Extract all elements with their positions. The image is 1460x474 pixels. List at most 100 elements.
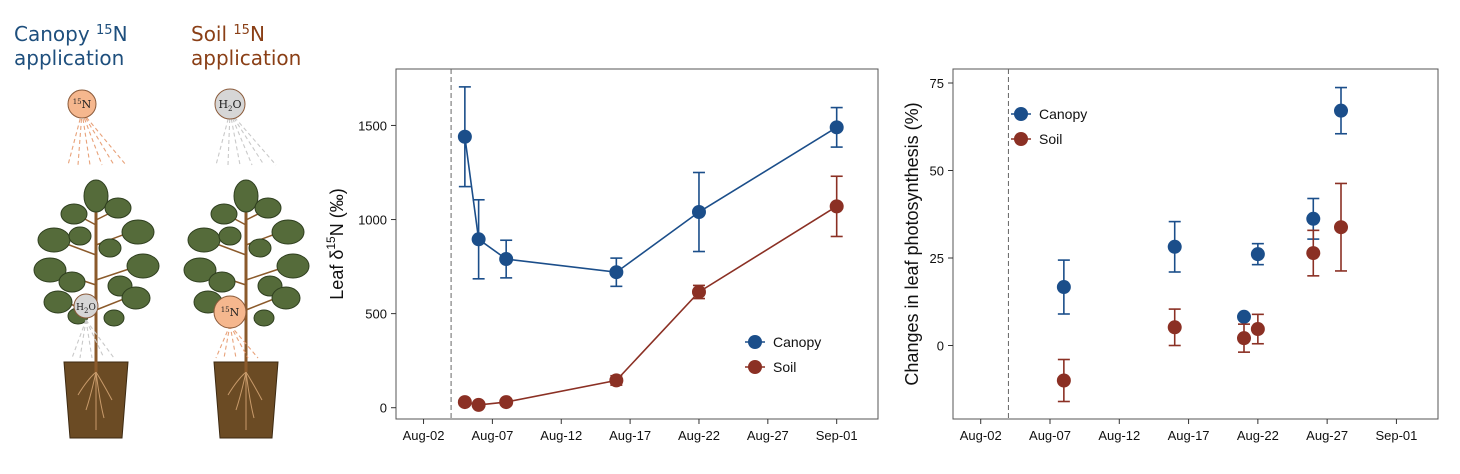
soil-leaf-14 — [253, 309, 275, 327]
chart2-ylabel: Changes in leaf photosynthesis (%) — [902, 102, 922, 385]
canopy-root-1 — [95, 371, 105, 419]
chart2-ytick-label-2: 50 — [930, 164, 944, 179]
canopy-leaf-4 — [121, 219, 155, 245]
soil-water-ray-0 — [215, 111, 231, 166]
canopy-leaf-14 — [103, 309, 125, 327]
chart2-soil-point-5 — [1334, 220, 1348, 235]
chart1-canopy-point-3 — [609, 265, 624, 280]
soil-n-ray-4 — [229, 324, 259, 359]
chart1-soil-point-5 — [829, 199, 844, 214]
chart1-legend-canopy-marker — [748, 335, 762, 349]
chart1-legend-soil-label: Soil — [773, 359, 796, 375]
soil-water-ray-5 — [229, 111, 277, 166]
chart1-legend-soil-marker — [748, 360, 762, 374]
canopy-ray-3 — [81, 111, 103, 166]
soil-application-title: Soil 15N application — [191, 22, 301, 70]
chart1-ytick-label-1: 500 — [365, 307, 387, 322]
chart2-soil-point-4 — [1306, 246, 1321, 261]
canopy-root-0 — [85, 371, 97, 411]
soil-water-ball-circle — [214, 88, 246, 120]
chart2-canopy-point-5 — [1334, 103, 1348, 118]
chart2-legend-canopy-marker — [1014, 107, 1028, 121]
plant-illustration: 15N H2O H2O 15N — [33, 88, 310, 439]
canopy-title-rest: N — [112, 22, 128, 46]
canopy-water-ray-4 — [85, 319, 115, 359]
canopy-ray-5 — [81, 111, 127, 166]
chart2-canopy-point-0 — [1056, 280, 1071, 295]
chart1-ylabel: Leaf δ15N (‰) — [324, 188, 347, 299]
chart2-canopy-point-1 — [1167, 239, 1182, 254]
soil-water-ray-1 — [227, 111, 231, 166]
canopy-leaf-9 — [58, 271, 86, 293]
chart1-legend-canopy-label: Canopy — [773, 334, 821, 350]
chart2-xtick-label-0: Aug-02 — [960, 428, 1002, 443]
chart1-canopy-point-4 — [691, 205, 706, 220]
canopy-leaf-11 — [43, 290, 73, 314]
chart1-xtick-label-1: Aug-07 — [471, 428, 513, 443]
chart1-xtick-label-4: Aug-22 — [678, 428, 720, 443]
chart2-xtick-label-5: Aug-27 — [1306, 428, 1348, 443]
canopy-plant: 15N H2O — [33, 89, 160, 439]
canopy-application-title: Canopy 15N application — [14, 22, 128, 70]
chart1-canopy-point-0 — [457, 129, 472, 144]
canopy-leaf-2 — [104, 197, 132, 219]
canopy-leaf-12 — [121, 286, 151, 310]
soil-n-ball-label: 15N — [221, 306, 240, 319]
chart1-ytick-label-2: 1000 — [358, 213, 387, 228]
chart1-soil-point-1 — [471, 397, 486, 412]
chart2-soil-point-1 — [1167, 320, 1182, 335]
soil-title-line2: application — [191, 46, 302, 70]
soil-title-rest: N — [249, 22, 265, 46]
canopy-leaf-0 — [83, 179, 109, 213]
chart2-canopy-point-4 — [1306, 211, 1321, 226]
chart1-xtick-label-5: Aug-27 — [747, 428, 789, 443]
soil-root-0 — [235, 371, 247, 411]
chart1-soil-point-4 — [691, 284, 706, 299]
canopy-root-2 — [77, 371, 97, 396]
chart1-soil-point-3 — [609, 373, 624, 388]
chart1-xtick-label-2: Aug-12 — [540, 428, 582, 443]
canopy-leaf-6 — [98, 238, 122, 258]
soil-leaf-8 — [276, 253, 310, 279]
chart2-ytick-label-3: 75 — [930, 76, 944, 91]
chart1-frame — [395, 68, 879, 420]
soil-root-1 — [245, 371, 255, 419]
chart1-xtick-label-6: Sep-01 — [816, 428, 858, 443]
chart2-canopy-point-3 — [1250, 247, 1265, 262]
soil-n-ball-circle — [213, 295, 247, 329]
canopy-leaf-1 — [60, 203, 88, 225]
chart1-soil-point-2 — [499, 395, 514, 410]
canopy-water-ball-label: H2O — [76, 303, 96, 315]
canopy-n-ball-label: 15N — [73, 98, 92, 111]
soil-leaf-0 — [233, 179, 259, 213]
chart2-soil-point-0 — [1056, 373, 1071, 388]
chart2-xtick-label-2: Aug-12 — [1098, 428, 1140, 443]
soil-n-ray-1 — [223, 324, 231, 359]
soil-leaf-4 — [271, 219, 305, 245]
canopy-leaf-7 — [33, 257, 67, 283]
chart2-frame — [952, 68, 1439, 420]
canopy-ray-2 — [81, 111, 91, 166]
soil-n-ray-0 — [215, 324, 231, 359]
canopy-title-sup: 15 — [96, 23, 113, 38]
soil-water-ball-label: H2O — [218, 98, 241, 113]
soil-n-ray-3 — [229, 324, 249, 359]
soil-leaf-7 — [183, 257, 217, 283]
chart2-xtick-label-3: Aug-17 — [1168, 428, 1210, 443]
canopy-n-ball-circle — [67, 89, 97, 119]
canopy-water-ball-circle — [73, 293, 99, 319]
chart2-canopy-point-2 — [1237, 309, 1251, 324]
soil-leaf-6 — [248, 238, 272, 258]
canopy-title-line2: application — [14, 46, 125, 70]
chart1-ytick-label-0: 0 — [380, 401, 387, 416]
soil-root-3 — [245, 371, 263, 401]
chart1-canopy-point-5 — [829, 120, 844, 135]
soil-leaf-12 — [271, 286, 301, 310]
soil-water-ray-3 — [229, 111, 253, 166]
chart2-ytick-label-0: 0 — [937, 339, 944, 354]
chart1-xtick-label-0: Aug-02 — [403, 428, 445, 443]
chart2-soil-point-2 — [1237, 331, 1251, 346]
chart2-legend-soil-label: Soil — [1039, 131, 1062, 147]
